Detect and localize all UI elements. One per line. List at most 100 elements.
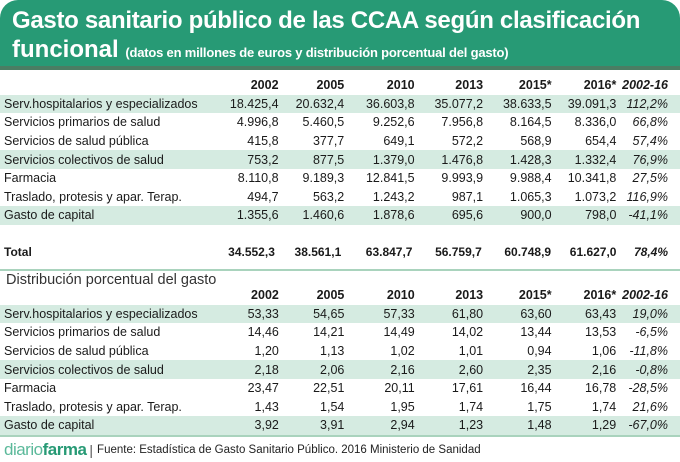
page-subtitle: (datos en millones de euros y distribuci… — [125, 45, 509, 60]
column-header: 2002-16 — [622, 78, 668, 93]
table-cell: 116,9% — [626, 189, 668, 204]
table-cell: 1.243,2 — [372, 189, 415, 204]
table-cell: 1.476,8 — [414, 150, 484, 169]
table-cell: 5.460,5 — [302, 115, 345, 130]
table-cell: 8.336,0 — [574, 115, 617, 130]
column-header: 2005 — [316, 78, 345, 93]
table-cell: 2,06 — [278, 360, 345, 379]
table-cell: 36.603,8 — [344, 94, 415, 114]
table-row: Servicios colectivos de salud 753,2 877,5 1… — [0, 150, 680, 169]
table-cell: 568,9 — [520, 134, 552, 149]
table-row: Traslado, protesis y apar. Terap. 1,43 1,5… — [0, 398, 680, 417]
table-cell: 20.632,4 — [278, 94, 345, 114]
table-cell: 494,7 — [247, 189, 279, 204]
table-cell: 1,20 — [254, 344, 279, 359]
table-cell: 14,02 — [451, 325, 484, 340]
table-cell: 1,74 — [591, 399, 617, 414]
table-header-row: 2002 2005 2010 2013 2015* 2016* 2002-16 — [0, 286, 680, 305]
table-cell: 1,54 — [320, 399, 345, 414]
row-label: Serv.hospitalarios y especializados — [0, 304, 227, 324]
table-row: Gasto de capital 3,92 3,91 2,94 1,23 1,48 1,29… — [0, 416, 680, 435]
table-cell: 8.164,5 — [509, 115, 552, 130]
column-header: 2002 — [251, 288, 279, 303]
distribution-table: 2002 2005 2010 2013 2015* 2016* 2002-16 … — [0, 286, 680, 435]
table-cell: 798,0 — [551, 206, 617, 225]
table-cell: -0,8% — [616, 360, 680, 379]
table-cell: 1,23 — [414, 416, 484, 435]
table-cell: 900,0 — [483, 206, 552, 225]
table-cell: 1.428,3 — [483, 150, 552, 169]
table-cell: 13,44 — [520, 325, 552, 340]
table-cell: 54,65 — [278, 304, 345, 324]
total-label: Total — [4, 245, 32, 259]
table-cell: -41,1% — [616, 206, 680, 225]
table-cell: 1,43 — [254, 399, 279, 414]
table-cell: 13,53 — [584, 325, 617, 340]
table-row: Traslado, protesis y apar. Terap. 494,7 56… — [0, 188, 680, 207]
footer-divider — [0, 435, 680, 437]
table-cell: 415,8 — [247, 134, 279, 149]
column-header: 2015* — [518, 288, 552, 303]
table-cell: 63,43 — [551, 304, 617, 324]
table-cell: 38.561,1 — [294, 245, 342, 259]
table-cell: 1.878,6 — [344, 206, 415, 225]
table-cell: 38.633,5 — [483, 94, 552, 114]
table-cell: 1,02 — [390, 344, 415, 359]
table-cell: 1,01 — [458, 344, 484, 359]
column-header: 2010 — [386, 288, 415, 303]
column-header: 2010 — [386, 78, 415, 93]
table-cell: 17,61 — [451, 381, 484, 396]
table-cell: 10.341,8 — [567, 171, 617, 186]
table-cell: 39.091,3 — [551, 94, 617, 114]
table-cell: 1.073,2 — [574, 189, 617, 204]
section-title: Distribución porcentual del gasto — [6, 272, 217, 288]
table-cell: 21,6% — [632, 399, 668, 414]
table-cell: 7.956,8 — [441, 115, 484, 130]
row-label: Servicios colectivos de salud — [0, 360, 227, 379]
table-cell: 19,0% — [616, 304, 680, 324]
table-cell: 1,13 — [320, 344, 345, 359]
row-label: Traslado, protesis y apar. Terap. — [4, 399, 182, 414]
total-table: Total 34.552,3 38.561,1 63.847,7 56.759,… — [0, 240, 680, 264]
table-cell: 14,21 — [313, 325, 345, 340]
table-cell: 1,95 — [390, 399, 415, 414]
table-cell: -67,0% — [616, 416, 680, 435]
table-cell: 3,92 — [226, 416, 279, 435]
column-header: 2005 — [316, 288, 345, 303]
table-cell: 695,6 — [414, 206, 484, 225]
table-cell: -6,5% — [635, 325, 668, 340]
row-label: Gasto de capital — [0, 416, 227, 435]
table-cell: 1.460,6 — [278, 206, 345, 225]
table-cell: 27,5% — [632, 171, 668, 186]
table-cell: 63,60 — [483, 304, 552, 324]
table-cell: 753,2 — [225, 150, 279, 169]
row-label: Servicios primarios de salud — [4, 325, 161, 340]
total-row: Total 34.552,3 38.561,1 63.847,7 56.759,… — [0, 240, 680, 264]
section-divider — [0, 269, 680, 271]
table-cell: 34.552,3 — [228, 245, 275, 259]
table-row: Farmacia 23,47 22,51 20,11 17,61 16,44 16,78 -2… — [0, 379, 680, 398]
table-cell: -28,5% — [628, 381, 668, 396]
table-header-row: 2002 2005 2010 2013 2015* 2016* 2002-16 — [0, 76, 680, 95]
table-row: Servicios primarios de salud 4.996,8 5.460… — [0, 113, 680, 132]
table-cell: 4.996,8 — [236, 115, 279, 130]
row-label: Gasto de capital — [0, 206, 226, 225]
header-banner: Gasto sanitario público de las CCAA segú… — [0, 0, 680, 70]
table-cell: 78,4% — [633, 245, 668, 259]
column-header: 2016* — [583, 288, 617, 303]
column-header: 2013 — [455, 288, 484, 303]
table-cell: 1.355,6 — [225, 206, 279, 225]
page-title: Gasto sanitario público de las CCAA segú… — [12, 7, 641, 34]
column-header: 2002 — [250, 78, 279, 93]
table-cell: 649,1 — [383, 134, 415, 149]
table-cell: 2,94 — [344, 416, 415, 435]
table-cell: 2,16 — [344, 360, 415, 379]
table-cell: 112,2% — [616, 94, 680, 114]
table-cell: 12.841,5 — [365, 171, 415, 186]
table-cell: 9.189,3 — [302, 171, 345, 186]
table-row: Servicios colectivos de salud 2,18 2,06 2,1… — [0, 360, 680, 379]
logo-text-bold: farma — [42, 440, 87, 459]
footer-separator: | — [89, 442, 94, 458]
table-cell: 61,80 — [414, 304, 484, 324]
table-cell: 1,74 — [458, 399, 484, 414]
